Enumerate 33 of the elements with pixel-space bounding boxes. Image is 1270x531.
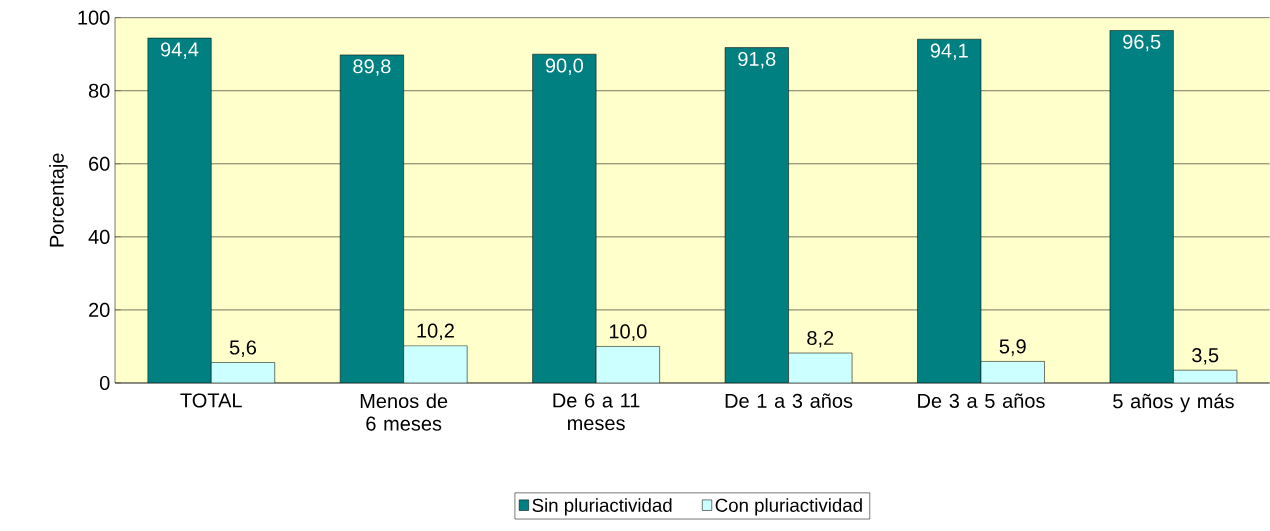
- bar: [724, 47, 789, 383]
- data-label: 96,5: [1123, 34, 1161, 52]
- x-tick-label: De 6 a 11 meses: [553, 393, 640, 431]
- y-tick-label: 100: [78, 10, 110, 25]
- bar: [339, 54, 404, 383]
- bar: [147, 37, 212, 383]
- bar: [532, 53, 597, 383]
- data-label: 10,0: [609, 324, 647, 341]
- data-label: 5,6: [229, 340, 257, 357]
- y-tick-label: 20: [89, 302, 110, 317]
- y-axis-title: Porcentaje: [49, 153, 68, 247]
- bar: [917, 38, 982, 383]
- data-label: 91,8: [738, 51, 776, 69]
- legend-label: Con pluriactividad: [715, 498, 862, 516]
- data-label: 3,5: [1192, 348, 1219, 365]
- data-label: 90,0: [545, 58, 584, 75]
- data-label: 10,2: [417, 323, 454, 341]
- y-tick-label: 0: [99, 375, 110, 391]
- data-label: 94,4: [160, 42, 199, 59]
- x-tick-label: Menos de 6 meses: [360, 393, 448, 431]
- y-tick-label: 60: [89, 156, 110, 171]
- data-label: 5,9: [999, 339, 1026, 356]
- data-label: 89,8: [353, 59, 391, 76]
- data-label: 8,2: [807, 330, 834, 348]
- x-tick-label: 5 años y más: [1113, 393, 1234, 413]
- y-tick-label: 80: [88, 83, 110, 98]
- y-tick-label: 40: [88, 229, 110, 244]
- bar: [1109, 30, 1174, 383]
- data-label: 94,1: [930, 43, 968, 60]
- legend-label: Sin pluriactividad: [532, 498, 672, 516]
- x-tick-label: De 3 a 5 años: [918, 393, 1045, 408]
- x-tick-label: De 1 a 3 años: [725, 393, 853, 408]
- x-tick-label: TOTAL: [180, 393, 242, 408]
